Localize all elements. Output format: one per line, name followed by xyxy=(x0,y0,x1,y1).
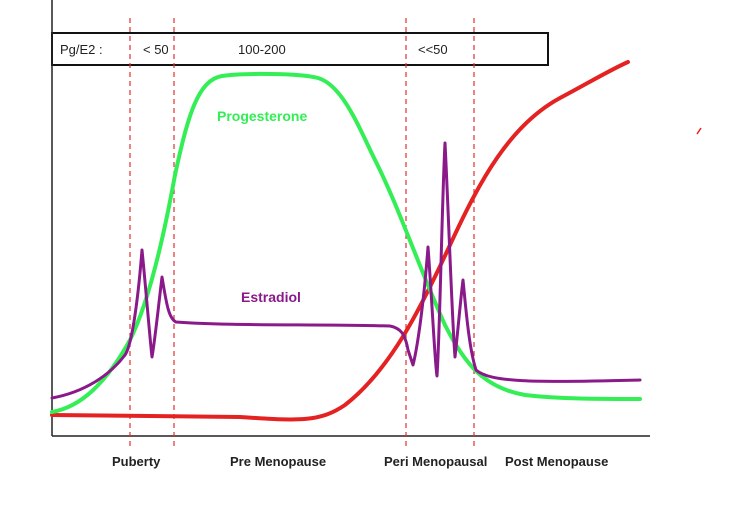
ratio-pre-menopause: 100-200 xyxy=(238,42,286,57)
phase-label-pre-menopause: Pre Menopause xyxy=(230,454,326,469)
ratio-puberty: < 50 xyxy=(143,42,169,57)
red-hormone-curve xyxy=(50,60,630,422)
phase-label-post-menopause: Post Menopause xyxy=(505,454,608,469)
phase-label-puberty: Puberty xyxy=(112,454,161,469)
phase-label-peri-menopausal: Peri Menopausal xyxy=(384,454,487,469)
ratio-label: Pg/E2 : xyxy=(60,42,103,57)
estradiol-curve xyxy=(50,141,642,400)
estradiol-label: Estradiol xyxy=(241,289,301,305)
progesterone-curve xyxy=(50,71,642,414)
ratio-peri-menopause: <<50 xyxy=(418,42,448,57)
red-tick-mark xyxy=(696,127,702,135)
progesterone-label: Progesterone xyxy=(217,108,307,124)
